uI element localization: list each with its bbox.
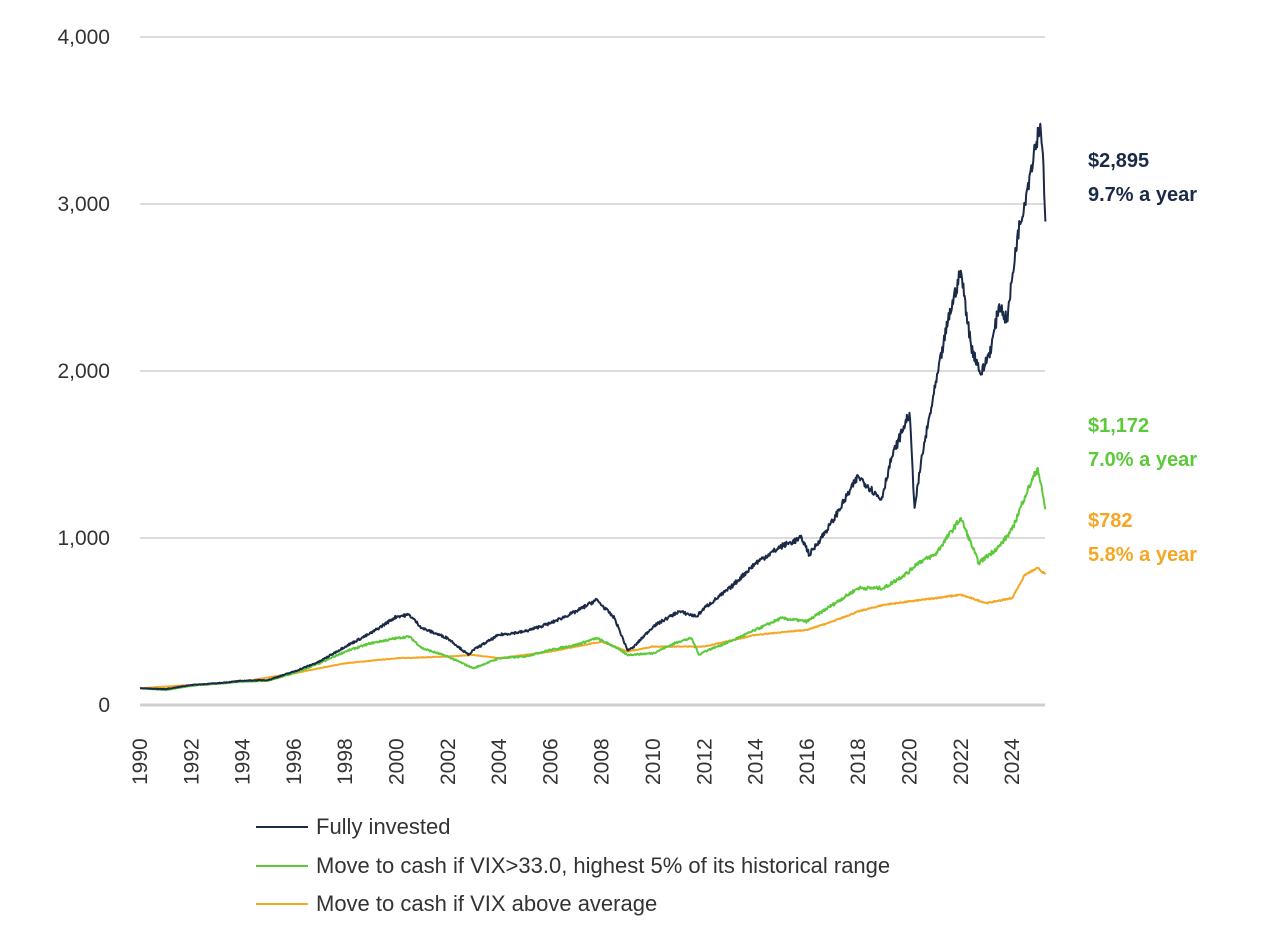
- y-tick-label: 2,000: [57, 360, 110, 383]
- legend-label: Move to cash if VIX above average: [316, 891, 658, 917]
- x-tick-label: 1996: [283, 738, 306, 785]
- x-tick-label: 2024: [1001, 738, 1024, 785]
- end-value-label: $1,172: [1088, 415, 1149, 437]
- end-value-label: $782: [1088, 510, 1133, 532]
- legend-label: Fully invested: [316, 814, 451, 840]
- x-tick-label: 1998: [334, 738, 357, 785]
- x-tick-label: 2018: [847, 738, 870, 785]
- y-tick-label: 4,000: [57, 26, 110, 49]
- x-tick-label: 2006: [539, 738, 562, 785]
- end-rate-label: 7.0% a year: [1088, 449, 1197, 471]
- x-tick-label: 2020: [899, 738, 922, 785]
- end-rate-label: 9.7% a year: [1088, 184, 1197, 206]
- legend-item-vix-average: Move to cash if VIX above average: [256, 885, 890, 924]
- end-rate-label: 5.8% a year: [1088, 544, 1197, 566]
- y-tick-label: 3,000: [57, 193, 110, 216]
- x-tick-label: 2000: [386, 738, 409, 785]
- legend-label: Move to cash if VIX>33.0, highest 5% of …: [316, 852, 891, 878]
- x-tick-label: 2016: [796, 738, 819, 785]
- legend-swatch: [256, 864, 308, 867]
- legend-swatch: [256, 826, 308, 829]
- x-tick-label: 2004: [488, 738, 511, 785]
- fully-invested-line: [139, 122, 1047, 691]
- x-tick-label: 1990: [129, 738, 152, 785]
- x-tick-label: 2002: [437, 738, 460, 785]
- x-tick-label: 2022: [950, 738, 973, 785]
- vix-average-line: [139, 566, 1047, 690]
- x-tick-label: 2008: [591, 738, 614, 785]
- y-tick-label: 0: [98, 694, 110, 717]
- legend-item-fully-invested: Fully invested: [256, 808, 890, 847]
- x-tick-label: 2012: [693, 738, 716, 785]
- legend-swatch: [256, 903, 308, 906]
- legend-item-vix-33: Move to cash if VIX>33.0, highest 5% of …: [256, 847, 890, 886]
- x-tick-label: 1994: [232, 738, 255, 785]
- x-tick-label: 2010: [642, 738, 665, 785]
- y-tick-label: 1,000: [57, 527, 110, 550]
- legend: Fully invested Move to cash if VIX>33.0,…: [256, 808, 890, 924]
- vix-33-line: [139, 466, 1047, 691]
- x-tick-label: 2014: [745, 738, 768, 785]
- x-tick-label: 1992: [180, 738, 203, 785]
- end-value-label: $2,895: [1088, 150, 1149, 172]
